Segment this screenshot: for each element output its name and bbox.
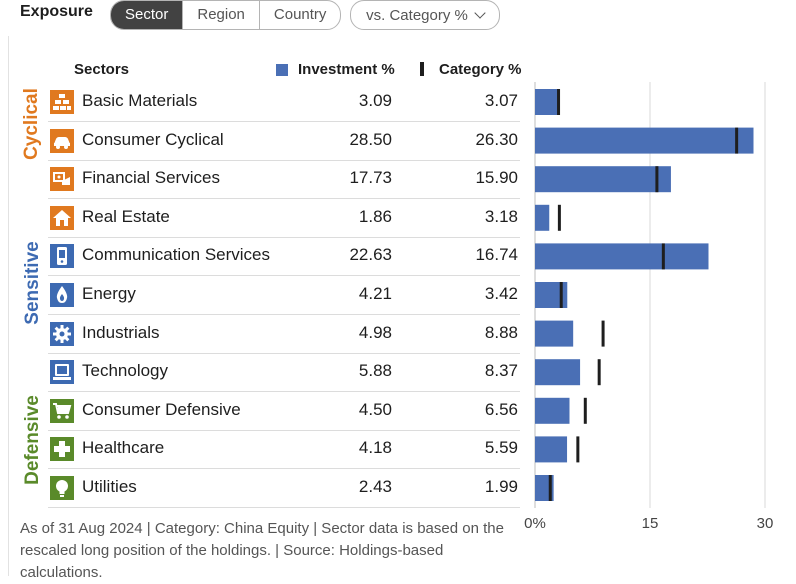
sector-label: Energy — [82, 284, 136, 303]
exposure-tab-group: Sector Region Country — [110, 0, 342, 30]
column-header-sectors: Sectors — [74, 61, 130, 78]
x-tick-label: 0% — [524, 515, 546, 532]
investment-bar — [535, 359, 581, 386]
category-marker — [576, 436, 580, 463]
real-estate-icon — [50, 205, 74, 230]
category-marker — [559, 282, 563, 308]
category-marker — [601, 320, 605, 347]
category-value: 5.59 — [484, 438, 518, 458]
table-row: Basic Materials 3.09 3.07 — [48, 83, 520, 122]
investment-value: 3.09 — [358, 91, 392, 110]
tab-country[interactable]: Country — [258, 1, 341, 29]
exposure-title: Exposure — [20, 3, 93, 20]
table-row: Consumer Defensive 4.50 6.56 — [48, 392, 520, 431]
communication-services-icon — [50, 244, 74, 269]
basic-materials-icon — [50, 90, 74, 114]
investment-value: 2.43 — [358, 477, 392, 496]
category-value: 16.74 — [475, 245, 518, 265]
footnote: As of 31 Aug 2024 | Category: China Equi… — [20, 520, 504, 581]
investment-value: 4.98 — [358, 322, 392, 342]
sector-label: Real Estate — [82, 206, 170, 226]
category-marker — [655, 166, 659, 193]
category-value: 26.30 — [475, 129, 518, 149]
sector-label: Financial Services — [82, 168, 220, 188]
healthcare-icon — [50, 437, 74, 462]
sector-label: Technology — [82, 361, 169, 381]
investment-bar — [535, 166, 671, 193]
investment-bar — [535, 127, 754, 154]
column-header-investment: Investment % — [298, 61, 395, 78]
group-label-defensive: Defensive — [22, 395, 43, 485]
investment-bar — [535, 320, 574, 347]
category-marker — [597, 359, 601, 386]
tab-sector[interactable]: Sector — [111, 1, 183, 29]
category-marker — [661, 243, 665, 270]
sector-bar-chart: 0% 15 30 — [524, 82, 774, 532]
column-header-category: Category % — [439, 61, 522, 78]
financial-services-icon — [50, 167, 74, 192]
category-marker — [583, 397, 587, 424]
table-row: Consumer Cyclical 28.50 26.30 — [48, 122, 520, 161]
table-row: Energy 4.21 3.42 — [48, 276, 520, 315]
investment-value: 4.50 — [358, 399, 392, 419]
investment-bar — [535, 89, 559, 115]
sector-label: Consumer Cyclical — [82, 129, 224, 149]
compare-dropdown[interactable]: vs. Category % — [350, 0, 500, 30]
x-tick-label: 15 — [642, 515, 659, 532]
investment-bar — [535, 436, 568, 463]
category-value: 1.99 — [484, 477, 518, 496]
chevron-down-icon — [474, 7, 486, 19]
consumer-cyclical-icon — [50, 128, 74, 153]
group-label-cyclical: Cyclical — [21, 88, 42, 160]
sector-label: Utilities — [82, 477, 137, 496]
category-value: 8.88 — [484, 322, 518, 342]
sector-label: Basic Materials — [82, 91, 198, 110]
table-row: Technology 5.88 8.37 — [48, 353, 520, 393]
investment-value: 17.73 — [349, 168, 392, 188]
group-label-sensitive: Sensitive — [22, 241, 43, 325]
table-row: Financial Services 17.73 15.90 — [48, 160, 520, 200]
tab-region[interactable]: Region — [182, 1, 259, 29]
investment-value: 1.86 — [358, 206, 392, 226]
table-row: Utilities 2.43 1.99 — [48, 469, 520, 508]
category-marker — [557, 89, 561, 115]
category-value: 8.37 — [484, 361, 518, 381]
investment-bar — [535, 243, 709, 270]
table-row: Real Estate 1.86 3.18 — [48, 199, 520, 238]
x-tick-label: 30 — [757, 515, 774, 532]
compare-dropdown-label: vs. Category % — [366, 6, 468, 24]
utilities-icon — [50, 476, 74, 500]
table-row: Healthcare 4.18 5.59 — [48, 430, 520, 470]
category-value: 3.07 — [484, 91, 518, 110]
category-marker — [557, 204, 561, 231]
category-marker — [735, 127, 739, 154]
legend-investment-swatch — [276, 64, 288, 76]
category-value: 3.42 — [484, 284, 518, 303]
left-divider — [8, 36, 9, 576]
sector-label: Communication Services — [82, 245, 271, 265]
investment-value: 4.18 — [358, 438, 392, 458]
technology-icon — [50, 360, 74, 385]
investment-value: 22.63 — [349, 245, 392, 265]
category-value: 6.56 — [484, 399, 518, 419]
investment-value: 4.21 — [358, 284, 392, 303]
sector-label: Industrials — [82, 322, 160, 342]
investment-value: 5.88 — [358, 361, 392, 381]
category-marker — [548, 475, 552, 501]
table-row: Communication Services 22.63 16.74 — [48, 237, 520, 277]
sector-label: Consumer Defensive — [82, 399, 241, 419]
consumer-defensive-icon — [50, 398, 74, 423]
category-value: 3.18 — [484, 206, 518, 226]
investment-bar — [535, 397, 570, 424]
sector-label: Healthcare — [82, 438, 165, 458]
investment-value: 28.50 — [349, 129, 392, 149]
investment-bar — [535, 204, 550, 231]
table-row: Industrials 4.98 8.88 — [48, 315, 520, 354]
category-value: 15.90 — [475, 168, 518, 188]
legend-category-marker — [420, 62, 424, 76]
industrials-icon — [50, 321, 74, 346]
energy-icon — [50, 283, 74, 307]
